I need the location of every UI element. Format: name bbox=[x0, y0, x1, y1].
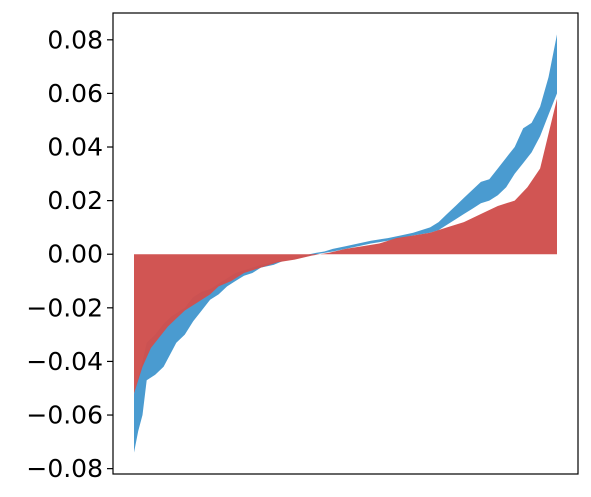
y-tick-label: −0.02 bbox=[26, 293, 103, 322]
y-tick-label: 0.00 bbox=[47, 240, 103, 269]
y-tick-label: 0.04 bbox=[47, 133, 103, 162]
y-tick-label: 0.08 bbox=[47, 25, 103, 54]
y-tick-label: 0.06 bbox=[47, 79, 103, 108]
y-tick-label: 0.02 bbox=[47, 186, 103, 215]
y-tick-label: −0.08 bbox=[26, 454, 103, 483]
axes-frame bbox=[112, 12, 579, 475]
y-tick-label: −0.06 bbox=[26, 401, 103, 430]
y-tick-label: −0.04 bbox=[26, 347, 103, 376]
y-axis: −0.08 −0.06 −0.04 −0.02 0.00 0.02 0.04 0.06 0.08 bbox=[26, 25, 113, 483]
series-red-area bbox=[134, 98, 557, 394]
plot-area bbox=[134, 34, 557, 453]
